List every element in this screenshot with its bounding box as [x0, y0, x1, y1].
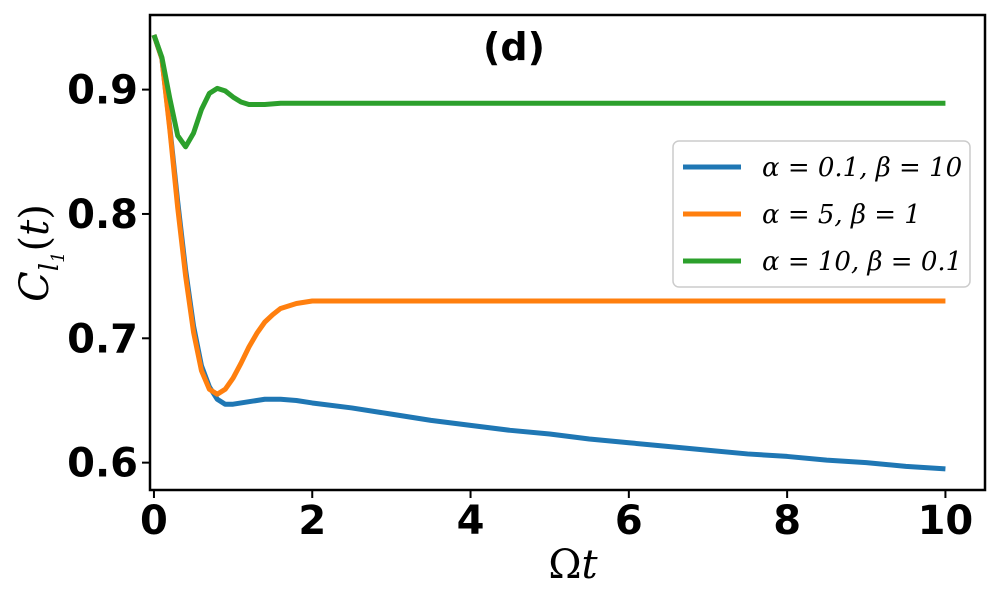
legend-entries: α = 0.1, β = 10 α = 5, β = 1 α = 10, β = 0…	[683, 153, 962, 277]
series-line-3	[151, 34, 946, 150]
plot-frame	[148, 13, 987, 492]
x-tick-label: 8	[773, 498, 801, 544]
legend-label-2: α = 5, β = 1	[762, 200, 921, 230]
x-tick-label: 0	[140, 498, 168, 544]
legend-label-3: α = 10, β = 0.1	[762, 247, 962, 277]
x-tick-label: 4	[457, 498, 485, 544]
series-layer	[151, 34, 946, 472]
x-tick-label: 6	[615, 498, 643, 544]
ticks-layer: 0 2 4 6 8 10 0.6 0.7 0.8 0.9	[67, 68, 973, 544]
legend-box	[672, 140, 971, 288]
panel-label: (d)	[483, 25, 545, 69]
x-tick-label: 10	[918, 498, 974, 544]
x-axis-label: Ωt	[548, 542, 598, 588]
y-tick-label: 0.6	[67, 441, 138, 487]
x-tick-label: 2	[298, 498, 326, 544]
legend-label-1: α = 0.1, β = 10	[762, 153, 962, 183]
series-line-2	[151, 34, 946, 397]
y-tick-label: 0.9	[67, 68, 138, 114]
y-tick-label: 0.8	[67, 192, 138, 238]
y-tick-label: 0.7	[67, 316, 138, 362]
legend: α = 0.1, β = 10 α = 5, β = 1 α = 10, β = 0…	[672, 140, 971, 288]
